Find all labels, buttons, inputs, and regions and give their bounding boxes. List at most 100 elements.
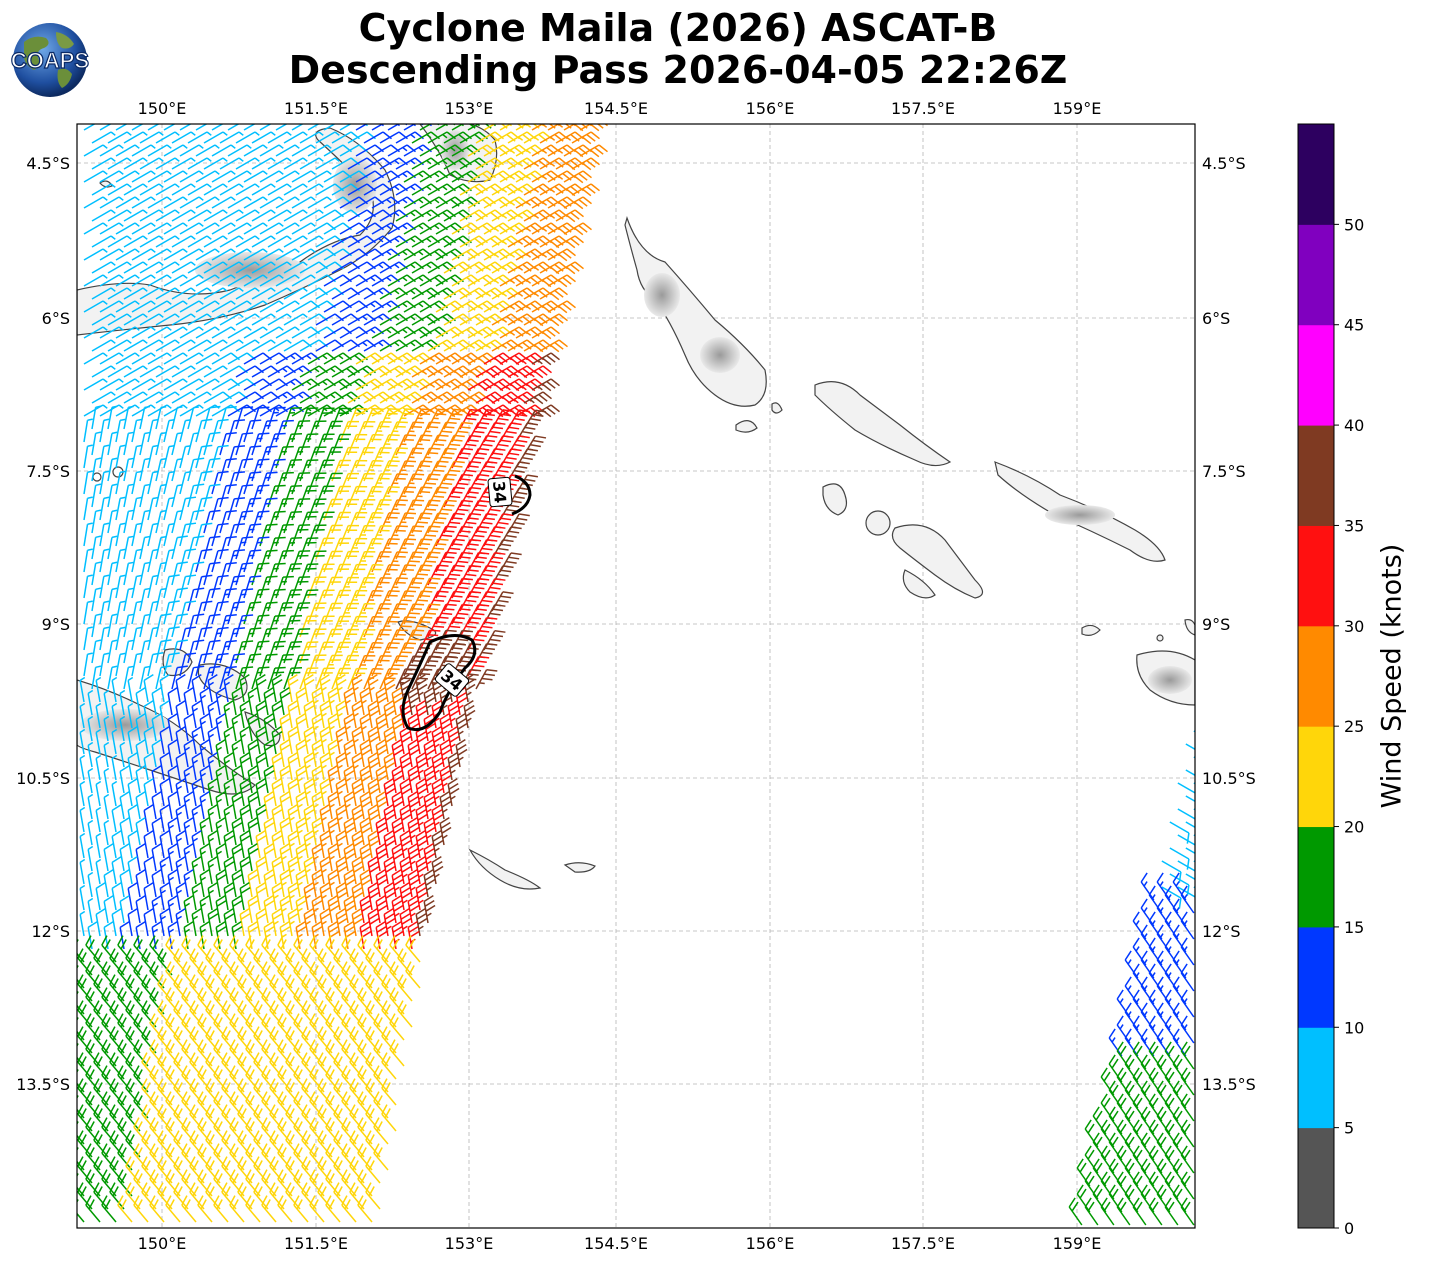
wind-barb <box>139 183 164 196</box>
lon-label-bottom: 156°E <box>746 1234 795 1253</box>
wind-barb <box>163 274 188 287</box>
wind-barb <box>555 209 584 223</box>
wind-barb <box>163 144 188 157</box>
landmasses <box>77 124 1195 890</box>
wind-barb <box>171 365 196 378</box>
wind-barb <box>203 157 228 170</box>
lon-label-top: 157.5°E <box>891 99 955 118</box>
wind-barb <box>195 248 220 261</box>
wind-barb <box>155 131 180 144</box>
wind-barb <box>227 196 252 209</box>
wind-barb <box>227 170 252 183</box>
colorbar-segment <box>1298 324 1334 426</box>
wind-barb <box>243 170 268 183</box>
wind-barb <box>539 339 568 353</box>
wind-barb <box>147 326 172 339</box>
wind-barb <box>139 131 164 144</box>
land-new-georgia <box>822 483 848 516</box>
wind-barb <box>139 313 164 326</box>
wind-barb <box>283 209 308 222</box>
wind-barb <box>171 235 196 248</box>
wind-barb <box>91 131 116 144</box>
wind-barb <box>235 287 260 300</box>
colorbar-label: Wind Speed (knots) <box>1376 543 1408 809</box>
wind-barb <box>243 248 268 261</box>
wind-barb <box>83 222 108 235</box>
land-savo <box>1081 624 1101 636</box>
wind-barb <box>315 157 340 170</box>
wind-barb <box>195 196 220 209</box>
wind-barb <box>187 365 212 378</box>
wind-barb <box>155 235 180 248</box>
wind-barb <box>171 261 196 274</box>
wind-barb <box>107 183 132 196</box>
wind-barb <box>235 339 260 352</box>
wind-barb <box>179 196 204 209</box>
wind-barb <box>83 248 108 261</box>
wind-barb <box>107 157 132 170</box>
wind-barb <box>275 196 300 209</box>
wind-barb <box>123 313 148 326</box>
wind-barb <box>243 326 268 339</box>
wind-barb <box>227 222 252 235</box>
wind-barb <box>539 313 568 327</box>
wind-barb <box>131 352 156 365</box>
wind-barb <box>219 131 244 144</box>
wind-barb <box>91 261 116 274</box>
wind-barb <box>107 339 132 352</box>
wind-barb <box>275 274 300 287</box>
wind-barb <box>123 157 148 170</box>
colorbar-segment <box>1298 124 1334 225</box>
wind-barb <box>291 196 316 209</box>
wind-barb <box>155 183 180 196</box>
wind-barb <box>235 261 260 274</box>
wind-barb <box>267 339 292 352</box>
wind-barb <box>139 261 164 274</box>
wind-barb <box>563 222 592 236</box>
wind-barb <box>579 144 608 158</box>
lat-label-right: 9°S <box>1202 615 1230 634</box>
wind-barb <box>259 196 284 209</box>
wind-barb <box>563 170 592 184</box>
lon-label-top: 156°E <box>746 99 795 118</box>
wind-barb <box>299 157 324 170</box>
wind-barb <box>267 183 292 196</box>
colorbar-tick-label: 30 <box>1344 617 1364 636</box>
land-rendova <box>902 569 936 599</box>
wind-barb <box>299 183 324 196</box>
wind-barb <box>147 144 172 157</box>
wind-barb <box>555 261 584 275</box>
wind-barb <box>147 352 172 365</box>
wind-barb <box>259 222 284 235</box>
lon-label-bottom: 153°E <box>445 1234 494 1253</box>
lat-label-right: 6°S <box>1202 309 1230 328</box>
colorbar-tick-label: 35 <box>1344 516 1364 535</box>
wind-barb <box>139 365 164 378</box>
lon-label-top: 150°E <box>138 99 187 118</box>
colorbar-tick-label: 5 <box>1344 1119 1354 1138</box>
wind-barb <box>291 222 316 235</box>
wind-barb <box>211 274 236 287</box>
lat-label-right: 7.5°S <box>1202 462 1246 481</box>
wind-barb <box>227 300 252 313</box>
wind-barb <box>163 222 188 235</box>
wind-barb <box>139 209 164 222</box>
wind-barb <box>251 287 276 300</box>
logo-text: COAPS <box>11 48 89 73</box>
wind-barb <box>275 170 300 183</box>
wind-barb <box>139 287 164 300</box>
wind-barb <box>99 144 124 157</box>
wind-barb <box>83 144 108 157</box>
wind-barb <box>243 300 268 313</box>
wind-barb <box>123 287 148 300</box>
wind-barb <box>179 170 204 183</box>
lon-label-top: 153°E <box>445 99 494 118</box>
colorbar: 0 5 10 15 20 25 30 35 40 45 50 <box>1297 123 1364 1238</box>
wind-barb <box>283 313 308 326</box>
coaps-logo: COAPS <box>10 23 90 97</box>
wind-barb <box>275 144 300 157</box>
wind-barb <box>547 274 576 288</box>
wind-barb <box>139 235 164 248</box>
wind-barb <box>139 339 164 352</box>
